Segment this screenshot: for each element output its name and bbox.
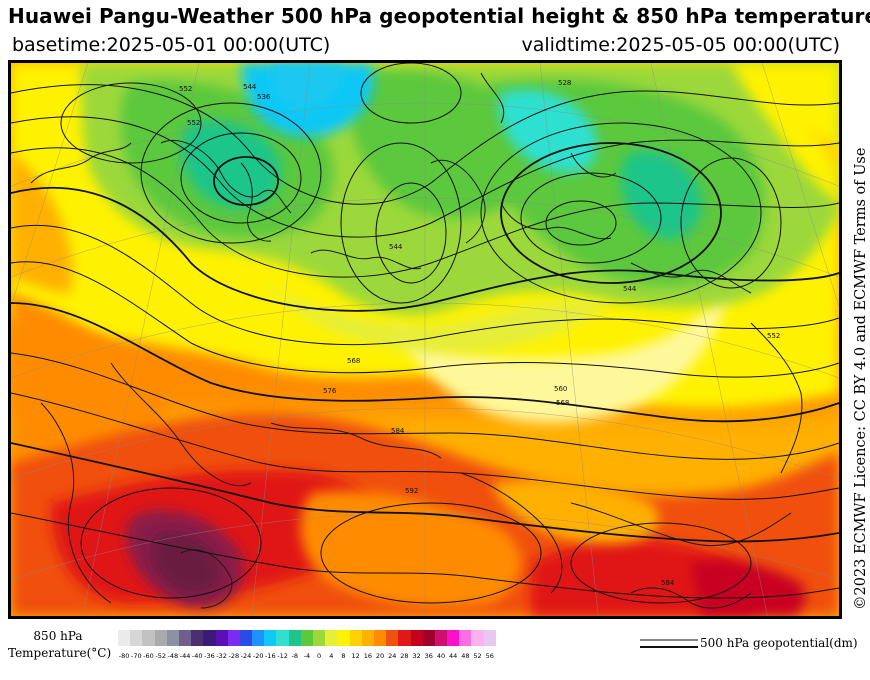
geopotential-legend-label: 500 hPa geopotential(dm) bbox=[700, 636, 858, 650]
colorbar-swatch bbox=[276, 630, 289, 646]
colorbar-tick-label: 12 bbox=[351, 652, 360, 660]
colorbar-tick-label: 40 bbox=[436, 652, 446, 660]
colorbar-tick-label: 28 bbox=[400, 652, 409, 660]
coastlines bbox=[30, 72, 803, 609]
temperature-colorbar bbox=[118, 630, 496, 646]
colorbar-swatch bbox=[166, 630, 179, 646]
colorbar-swatch bbox=[142, 630, 155, 646]
contour-label: 552 bbox=[179, 85, 192, 93]
graticule bbox=[11, 63, 839, 616]
geopotential-legend-lines bbox=[640, 639, 698, 648]
colorbar-swatch bbox=[337, 630, 350, 646]
colorbar-swatch bbox=[447, 630, 460, 646]
colorbar-tick-label: -28 bbox=[228, 652, 240, 660]
colorbar-tick-label: 56 bbox=[485, 652, 494, 660]
colorbar-swatch bbox=[325, 630, 338, 646]
colorbar-tick-label: -24 bbox=[240, 652, 252, 660]
colorbar-swatch bbox=[227, 630, 240, 646]
colorbar-title: 850 hPa Temperature(°C) bbox=[8, 628, 112, 662]
colorbar-swatch bbox=[252, 630, 265, 646]
colorbar-tick-label: -52 bbox=[155, 652, 166, 660]
colorbar-ticks: -80 -70 -60 -52 -48 -44 -40 -36 -32 -28 -24 -20 -16-… bbox=[118, 652, 496, 662]
contour-label: 544 bbox=[389, 243, 403, 251]
colorbar-swatch bbox=[422, 630, 435, 646]
colorbar-tick-label: -60 bbox=[143, 652, 154, 660]
contour-label: 544 bbox=[243, 83, 257, 91]
colorbar-swatch bbox=[203, 630, 216, 646]
colorbar-tick-label: 44 bbox=[449, 652, 458, 660]
colorbar-tick-label: -20 bbox=[252, 652, 264, 660]
contour-label: 552 bbox=[767, 332, 780, 340]
colorbar-swatch bbox=[239, 630, 253, 646]
colorbar-tick-label: -36 bbox=[204, 652, 215, 660]
colorbar-tick-label: 32 bbox=[412, 652, 421, 660]
colorbar-title-line2: Temperature(°C) bbox=[8, 646, 112, 660]
colorbar-tick-label: 0 bbox=[317, 652, 322, 660]
colorbar-tick-label: -40 bbox=[191, 652, 203, 660]
colorbar-swatch bbox=[373, 630, 387, 646]
colorbar-title-line1: 850 hPa bbox=[33, 629, 83, 643]
colorbar-swatch bbox=[386, 630, 399, 646]
colorbar-swatch bbox=[178, 630, 192, 646]
contour-label: 560 bbox=[554, 385, 567, 393]
contour-label: 584 bbox=[661, 579, 675, 587]
colorbar-swatch bbox=[483, 630, 496, 646]
colorbar-tick-label: 52 bbox=[473, 652, 482, 660]
colorbar-tick-label: 24 bbox=[388, 652, 397, 660]
contour-label: 568 bbox=[556, 399, 569, 407]
forecast-map[interactable]: 552 544 536 552 528 544 544 552 568 576 … bbox=[8, 60, 842, 619]
colorbar-tick-label: 20 bbox=[375, 652, 385, 660]
colorbar-tick-label: -32 bbox=[216, 652, 227, 660]
colorbar-tick-label: 16 bbox=[363, 652, 372, 660]
contour-label: 536 bbox=[257, 93, 271, 101]
colorbar-swatch bbox=[264, 630, 277, 646]
colorbar-swatch bbox=[434, 630, 448, 646]
colorbar-tick-label: 48 bbox=[461, 652, 470, 660]
basetime-label: basetime:2025-05-01 00:00(UTC) bbox=[12, 34, 331, 56]
contour-label: 528 bbox=[558, 79, 571, 87]
colorbar-tick-label: -70 bbox=[130, 652, 142, 660]
colorbar-swatch bbox=[361, 630, 374, 646]
colorbar-swatch bbox=[349, 630, 362, 646]
colorbar-tick-label: -8 bbox=[291, 652, 298, 660]
contour-label: 592 bbox=[405, 487, 418, 495]
contour-label: 544 bbox=[623, 285, 637, 293]
colorbar-swatch bbox=[410, 630, 423, 646]
colorbar-tick-label: 36 bbox=[424, 652, 433, 660]
contour-label: 584 bbox=[391, 427, 405, 435]
colorbar-swatch bbox=[118, 630, 131, 646]
colorbar-tick-label: -48 bbox=[167, 652, 179, 660]
colorbar-tick-label: -16 bbox=[265, 652, 276, 660]
colorbar-swatch bbox=[288, 630, 301, 646]
colorbar-swatch bbox=[154, 630, 167, 646]
colorbar-tick-label: -80 bbox=[118, 652, 130, 660]
colorbar-swatch bbox=[215, 630, 228, 646]
licence-text: ©2023 ECMWF Licence: CC BY 4.0 and ECMWF… bbox=[853, 147, 869, 610]
colorbar-tick-label: 4 bbox=[329, 652, 334, 660]
colorbar-tick-label: -12 bbox=[277, 652, 288, 660]
colorbar-swatch bbox=[130, 630, 143, 646]
map-title: Huawei Pangu-Weather 500 hPa geopotentia… bbox=[8, 4, 870, 28]
colorbar-swatch bbox=[313, 630, 326, 646]
contour-label: 568 bbox=[347, 357, 360, 365]
colorbar-swatch bbox=[459, 630, 472, 646]
colorbar-tick-label: -4 bbox=[303, 652, 311, 660]
contour-labels: 552 544 536 552 528 544 544 552 568 576 … bbox=[179, 79, 780, 587]
colorbar-tick-label: 8 bbox=[341, 652, 346, 660]
colorbar-swatch bbox=[191, 630, 204, 646]
geopotential-contours bbox=[11, 63, 839, 604]
contour-label: 552 bbox=[187, 119, 200, 127]
colorbar-swatch bbox=[398, 630, 411, 646]
colorbar-tick-label: -44 bbox=[179, 652, 191, 660]
colorbar-swatch bbox=[300, 630, 313, 646]
validtime-label: validtime:2025-05-05 00:00(UTC) bbox=[521, 34, 840, 56]
contour-label: 576 bbox=[323, 387, 337, 395]
colorbar-swatch bbox=[471, 630, 484, 646]
